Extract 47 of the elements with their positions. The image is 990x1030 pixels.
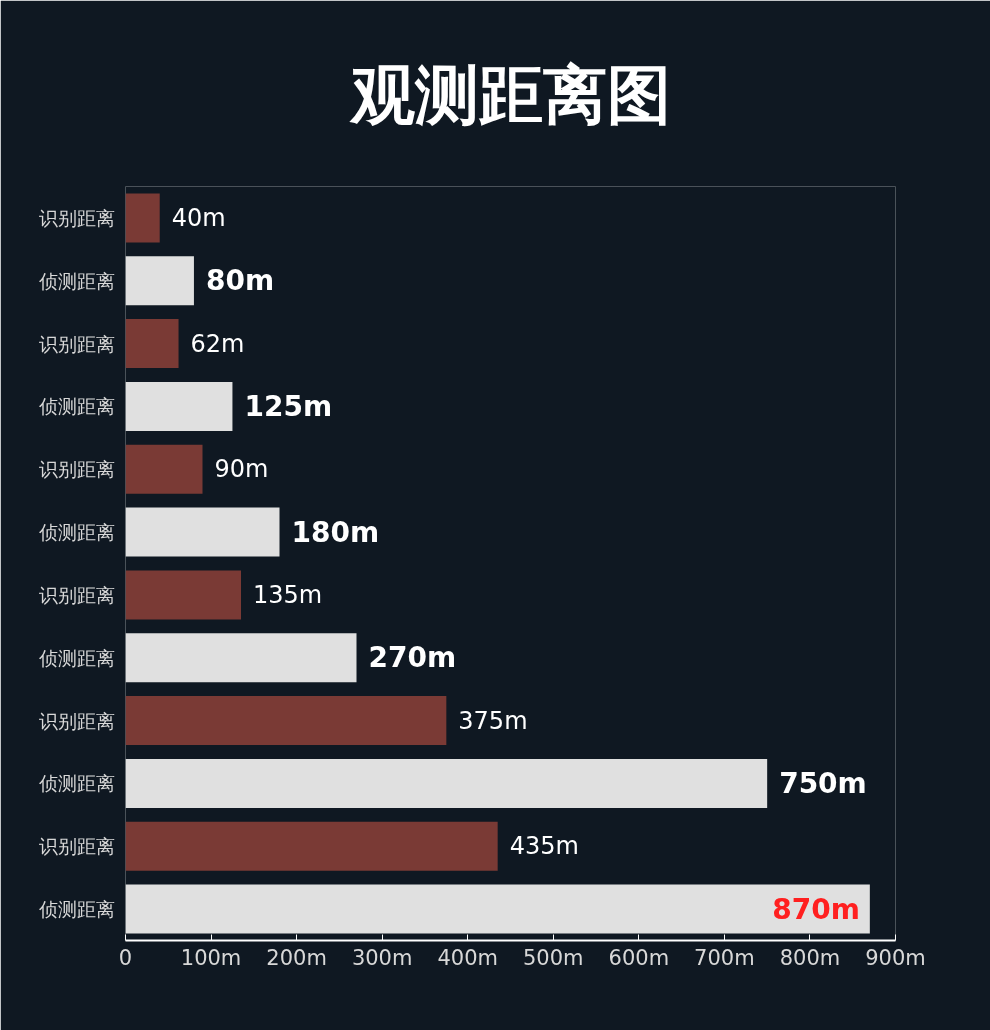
x-tick-label: 500m (523, 945, 584, 970)
chart-title: 观测距离图 (348, 57, 671, 132)
bar (125, 696, 447, 746)
y-tick-label: 识别距离 (38, 332, 115, 355)
x-tick-label: 0 (118, 945, 133, 970)
x-tick-label: 400m (437, 945, 498, 970)
data-label: 750m (779, 766, 867, 800)
data-label: 375m (458, 706, 528, 735)
x-tick-label: 600m (608, 945, 670, 970)
data-label: 125m (244, 389, 333, 423)
x-tick-label: 300m (351, 945, 413, 970)
x-tick-label: 700m (694, 945, 755, 970)
y-tick-label: 识别距离 (38, 583, 115, 606)
data-label: 135m (253, 580, 323, 609)
y-tick-label: 侦测距离 (37, 521, 115, 544)
y-tick-label: 侦测距离 (37, 772, 115, 795)
data-label: 435m (509, 832, 579, 861)
data-label: 40m (171, 203, 226, 232)
y-tick-label: 识别距离 (38, 835, 115, 858)
x-tick-label: 800m (779, 945, 841, 970)
bar (125, 884, 870, 934)
y-tick-label: 识别距离 (38, 709, 115, 732)
data-label: 870m (772, 892, 860, 926)
bar (125, 319, 179, 369)
y-tick-label: 识别距离 (38, 206, 115, 229)
x-tick-label: 900m (865, 945, 926, 970)
data-label: 62m (190, 329, 245, 358)
data-label: 270m (368, 641, 457, 675)
bar (125, 633, 357, 683)
data-label: 90m (214, 455, 269, 484)
data-label: 80m (205, 264, 275, 298)
bar (125, 758, 768, 808)
bar (125, 381, 233, 431)
bar (125, 507, 280, 557)
data-label: 180m (291, 515, 380, 549)
y-tick-label: 侦测距离 (37, 898, 115, 921)
y-tick-label: 侦测距离 (37, 269, 115, 292)
bar (125, 821, 498, 871)
x-tick-label: 100m (180, 945, 242, 970)
x-tick-label: 200m (266, 945, 327, 970)
bar (125, 444, 203, 494)
y-tick-label: 识别距离 (38, 458, 115, 481)
y-tick-label: 侦测距离 (37, 395, 115, 418)
bar (125, 193, 160, 243)
bar (125, 570, 241, 620)
y-tick-label: 侦测距离 (37, 646, 115, 669)
bar (125, 256, 194, 306)
